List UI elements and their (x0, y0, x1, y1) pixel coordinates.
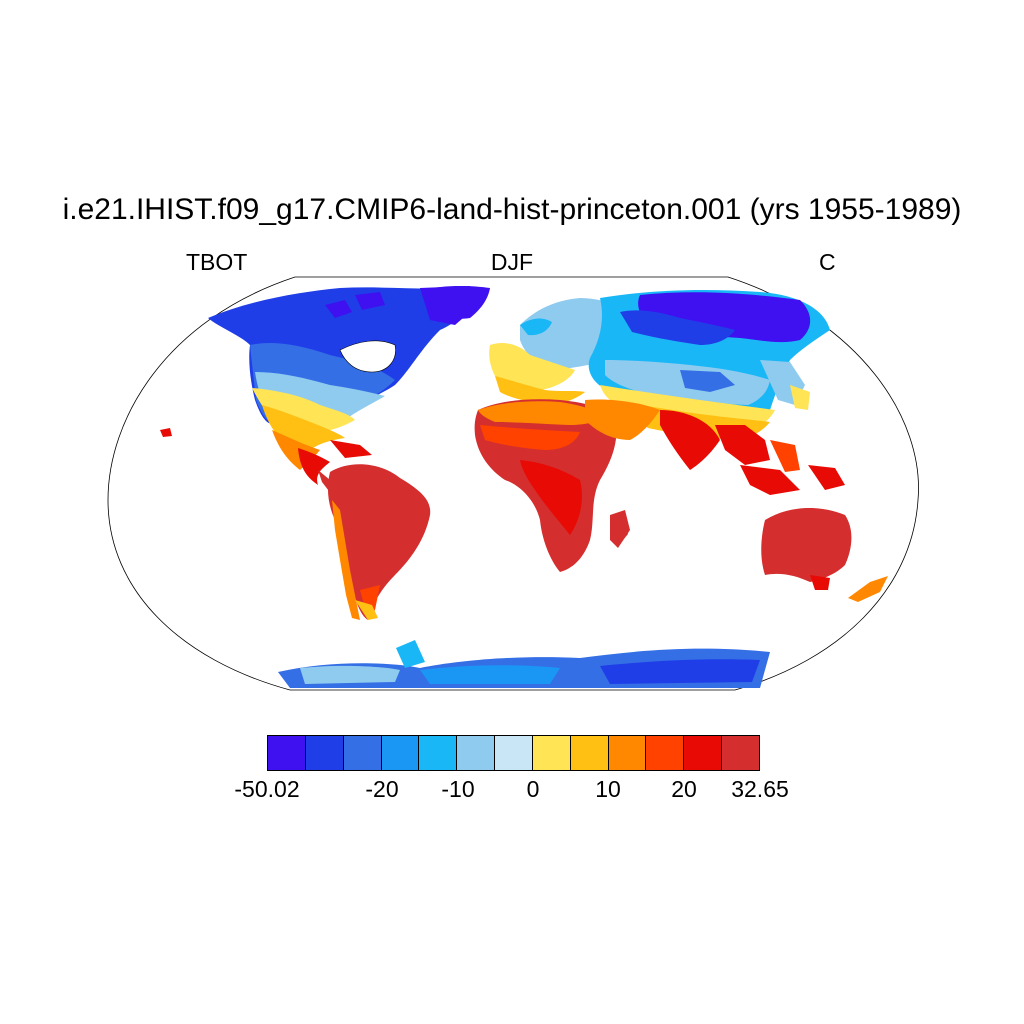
hawaii-region (160, 428, 172, 437)
colorbar-swatch (532, 736, 571, 770)
greenland-region (425, 285, 490, 319)
colorbar-tick-label: -50.02 (234, 776, 300, 802)
colorbar (267, 735, 760, 771)
colorbar-tick-label: 32.65 (731, 776, 789, 802)
colorbar-swatch (570, 736, 609, 770)
units-label: C (819, 249, 836, 275)
colorbar-tick-label: 20 (671, 776, 697, 802)
season-label: DJF (490, 249, 534, 275)
colorbar-swatch (343, 736, 382, 770)
colorbar-swatch (305, 736, 344, 770)
antarctica-region (278, 640, 770, 688)
colorbar-tick-label: -10 (441, 776, 475, 802)
south-america-region (327, 464, 431, 620)
colorbar-tick-label: 0 (526, 776, 540, 802)
variable-label: TBOT (186, 249, 248, 275)
colorbar-swatch (608, 736, 647, 770)
colorbar-swatch (495, 736, 533, 770)
plot-title: i.e21.IHIST.f09_g17.CMIP6-land-hist-prin… (62, 193, 962, 226)
madagascar-region (612, 516, 628, 546)
colorbar-swatch (646, 736, 685, 770)
australia-region (761, 508, 888, 602)
colorbar-tick-label: -20 (365, 776, 399, 802)
colorbar-labels: -50.02 -20 -10 0 10 20 32.65 (0, 776, 1024, 806)
colorbar-swatch (457, 736, 496, 770)
colorbar-swatch (684, 736, 723, 770)
colorbar-swatch (268, 736, 306, 770)
colorbar-tick-label: 10 (595, 776, 621, 802)
south-asia-region (585, 399, 845, 495)
colorbar-swatch (381, 736, 420, 770)
colorbar-swatch (419, 736, 458, 770)
africa-region (474, 399, 630, 572)
colorbar-swatch (722, 736, 759, 770)
